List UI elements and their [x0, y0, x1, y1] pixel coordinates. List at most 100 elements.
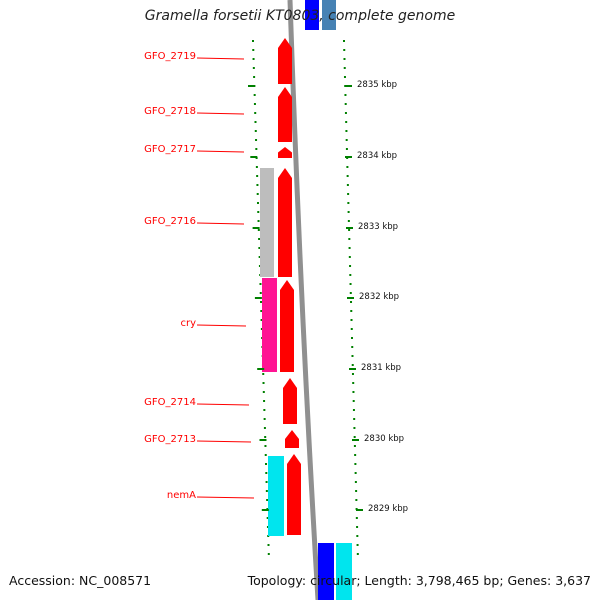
ruler-dot — [254, 121, 257, 123]
ruler-dot — [353, 445, 356, 447]
accession-value: NC_008571 — [79, 573, 152, 588]
ruler-dot — [262, 373, 265, 375]
ruler-dot — [356, 553, 359, 555]
ruler-dot — [346, 166, 349, 168]
ruler-dot — [343, 76, 346, 78]
ruler-dot — [266, 517, 269, 519]
scale-tick-label: 2835 kbp — [357, 80, 398, 90]
gene-leader-line — [196, 440, 252, 443]
accession-label: Accession: — [9, 573, 76, 588]
ruler-dot — [352, 382, 355, 384]
ruler-dot — [257, 220, 260, 222]
ruler-dot — [354, 472, 357, 474]
gene-label: GFO_2714 — [144, 397, 196, 408]
ruler-dot — [254, 130, 257, 132]
ruler-dot — [354, 481, 357, 483]
ruler-dot — [344, 103, 347, 105]
ruler-dot — [266, 499, 269, 501]
ruler-dot — [349, 292, 352, 294]
bottom-feature-blue — [318, 543, 334, 600]
ruler-dot — [258, 265, 261, 267]
length-label: Length: — [364, 573, 412, 588]
ruler-dot — [262, 382, 265, 384]
ruler-dot — [267, 544, 270, 546]
ruler-dot — [350, 310, 353, 312]
scale-tick-major — [345, 85, 352, 87]
ruler-dot — [258, 256, 261, 258]
ruler-dot — [352, 400, 355, 402]
scale-tick-left — [252, 227, 260, 229]
ruler-dot — [349, 274, 352, 276]
ruler-dot — [345, 148, 348, 150]
ruler-dot — [257, 229, 260, 231]
top-feature-block-secondary — [322, 0, 336, 30]
ruler-dot — [264, 436, 267, 438]
ruler-dot — [264, 454, 267, 456]
ruler-dot — [267, 553, 270, 555]
ruler-dot — [350, 301, 353, 303]
scale-tick-left — [248, 85, 255, 87]
ruler-dot — [257, 211, 260, 213]
ruler-dot — [343, 67, 346, 69]
gene-label: GFO_2719 — [144, 51, 196, 62]
gene-leader-line — [196, 150, 245, 153]
ruler-dot — [260, 319, 263, 321]
ruler-dot — [355, 490, 358, 492]
ruler-dot — [348, 256, 351, 258]
top-feature-block — [305, 0, 319, 30]
ruler-dot — [351, 364, 354, 366]
gene-leader-line — [196, 112, 245, 115]
ruler-dot — [352, 391, 355, 393]
ruler-dot — [255, 166, 258, 168]
length-value: 3,798,465 bp — [415, 573, 500, 588]
feature-block-gray — [260, 168, 274, 277]
ruler-dot — [256, 202, 259, 204]
gene-label: cry — [180, 318, 196, 329]
topology-value: circular — [310, 573, 357, 588]
ruler-dot — [252, 58, 255, 60]
ruler-dot — [347, 193, 350, 195]
scale-tick-major — [345, 156, 352, 158]
gene-arrow — [285, 430, 299, 448]
ruler-dot — [352, 409, 355, 411]
ruler-dot — [258, 247, 261, 249]
scale-tick-major — [347, 297, 354, 299]
ruler-dot — [265, 490, 268, 492]
scale-tick-left — [254, 297, 262, 299]
ruler-dot — [264, 445, 267, 447]
scale-tick-label: 2831 kbp — [361, 363, 402, 373]
gene-arrow — [287, 454, 301, 535]
scale-tick-left — [250, 156, 258, 158]
gene-arrow — [280, 280, 294, 372]
ruler-dot — [260, 301, 263, 303]
ruler-dot — [344, 112, 347, 114]
scale-tick-left — [261, 509, 269, 511]
ruler-dot — [252, 49, 255, 51]
ruler-dot — [255, 139, 258, 141]
ruler-dot — [260, 310, 263, 312]
gene-arrow — [278, 87, 292, 142]
ruler-dot — [262, 391, 265, 393]
ruler-dot — [356, 535, 359, 537]
ruler-dot — [253, 76, 256, 78]
ruler-dot — [355, 517, 358, 519]
ruler-dot — [349, 283, 352, 285]
genome-title: Gramella forsetii KT0803, complete genom… — [144, 8, 456, 24]
scale-tick-major — [352, 439, 359, 441]
ruler-dot — [343, 40, 345, 42]
ruler-dot — [263, 418, 266, 420]
gene-arrow — [278, 168, 292, 277]
genes-label: Genes: — [507, 573, 552, 588]
ruler-dot — [353, 436, 356, 438]
genes-value: 3,637 — [555, 573, 591, 588]
ruler-dot — [265, 481, 268, 483]
accession-row: Accession: NC_008571 — [9, 573, 151, 588]
scale-tick-label: 2832 kbp — [359, 292, 400, 302]
ruler-dot — [266, 526, 269, 528]
gene-leader-line — [196, 324, 247, 327]
ruler-dot — [253, 94, 256, 96]
topology-label: Topology: — [247, 573, 307, 588]
ruler-dot — [353, 418, 356, 420]
ruler-dot — [347, 211, 350, 213]
ruler-dot — [351, 346, 354, 348]
